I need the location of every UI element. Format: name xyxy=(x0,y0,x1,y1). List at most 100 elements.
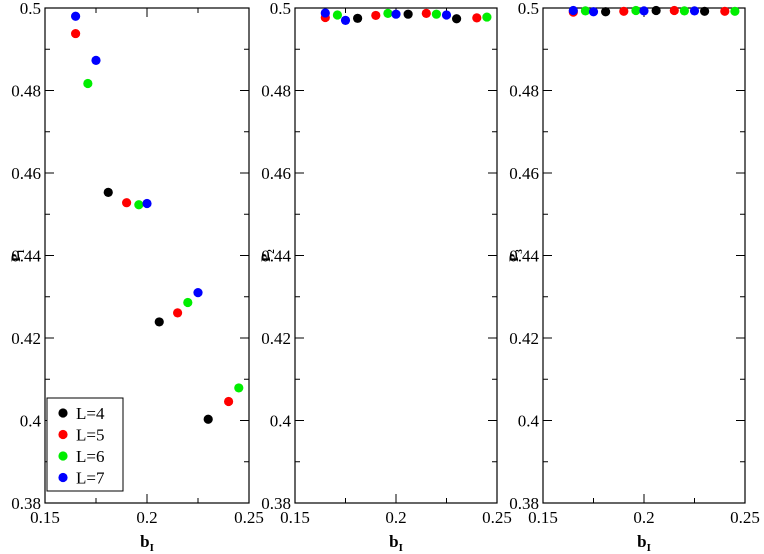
y-tick-label: 0.5 xyxy=(518,0,539,18)
y-axis-label: P3 xyxy=(506,249,524,262)
panel-2: 0.38 0.4 0.42 0.44 0.46 0.48 0.5 0.15 0.2 0.25 bI P… xyxy=(258,0,512,554)
panel-1: 0.38 0.4 0.42 0.44 0.46 0.48 0.5 0.15 0.2 0.25 bI P… xyxy=(8,0,264,554)
x-axis-label-subscript: I xyxy=(647,542,651,554)
data-point-series-1-2 xyxy=(403,9,413,19)
x-axis-label-main: b xyxy=(140,532,149,551)
legend-marker-4 xyxy=(58,472,68,483)
y-tick-label: 0.4 xyxy=(20,412,42,431)
legend-marker-1 xyxy=(58,408,68,418)
y-tick-label: 0.5 xyxy=(270,0,291,18)
legend-label-3: L=6 xyxy=(76,447,104,466)
y-tick-label: 0.5 xyxy=(20,0,41,18)
x-axis-label: bI xyxy=(389,532,403,554)
data-point-series-1-2 xyxy=(154,317,164,327)
y-tick-label: 0.46 xyxy=(11,164,41,183)
x-axis-label: bI xyxy=(637,532,651,554)
legend-label-1: L=4 xyxy=(76,404,105,423)
data-point-series-3-4 xyxy=(482,12,492,22)
data-point-series-3-2 xyxy=(631,5,641,16)
data-point-series-1-1 xyxy=(103,187,113,197)
data-point-series-3-1 xyxy=(332,10,343,20)
legend-marker-3 xyxy=(58,451,68,461)
data-point-series-1-3 xyxy=(452,14,462,24)
data-point-series-1-1 xyxy=(353,13,363,23)
x-tick-label: 0.2 xyxy=(385,508,406,527)
data-point-series-1-2 xyxy=(651,5,661,16)
y-tick-label: 0.44 xyxy=(11,247,41,266)
y-tick-label: 0.44 xyxy=(261,247,291,266)
data-point-series-2-3 xyxy=(421,8,431,18)
data-point-series-3-3 xyxy=(679,6,690,16)
data-point-series-4-1 xyxy=(71,11,81,21)
y-tick-label: 0.44 xyxy=(509,247,539,266)
data-point-series-2-2 xyxy=(619,6,629,16)
y-axis-label-subscript: 1 xyxy=(16,249,26,254)
y-tick-label: 0.38 xyxy=(509,494,539,513)
data-point-series-3-4 xyxy=(730,6,740,16)
x-tick-label: 0.25 xyxy=(730,508,760,527)
data-point-series-4-3 xyxy=(142,198,152,209)
data-point-series-1-1 xyxy=(601,7,611,17)
y-tick-label: 0.38 xyxy=(11,494,41,513)
x-tick-label: 0.15 xyxy=(280,508,310,527)
data-point-series-4-3 xyxy=(639,6,649,16)
y-tick-label: 0.4 xyxy=(518,412,540,431)
y-tick-label: 0.42 xyxy=(261,329,291,348)
x-tick-label: 0.25 xyxy=(234,508,264,527)
x-axis-label: bI xyxy=(140,532,154,554)
data-point-series-2-1 xyxy=(71,28,81,39)
y-tick-label: 0.38 xyxy=(261,494,291,513)
legend-label-4: L=7 xyxy=(76,469,105,488)
y-axis-label-subscript: 3 xyxy=(514,249,524,254)
y-tick-label: 0.4 xyxy=(270,412,292,431)
legend-marker-2 xyxy=(58,429,68,440)
data-point-series-3-1 xyxy=(83,78,93,89)
legend: L=4 L=5 L=6 L=7 xyxy=(46,397,124,492)
data-point-series-4-1 xyxy=(568,5,578,16)
x-axis-label-subscript: I xyxy=(150,542,154,554)
x-tick-label: 0.2 xyxy=(136,508,157,527)
y-axis-label-main: P xyxy=(8,254,23,262)
x-tick-label: 0.15 xyxy=(30,508,60,527)
data-point-series-4-1 xyxy=(320,8,330,18)
data-point-series-3-2 xyxy=(383,8,393,18)
data-point-series-3-2 xyxy=(134,200,144,210)
x-tick-label: 0.15 xyxy=(528,508,558,527)
data-point-series-4-4 xyxy=(193,288,203,298)
data-point-series-3-4 xyxy=(234,383,244,393)
data-point-series-4-2 xyxy=(340,15,351,25)
legend-label-2: L=5 xyxy=(76,426,104,445)
y-tick-label: 0.48 xyxy=(11,82,41,101)
y-axis-label: P1 xyxy=(8,249,26,262)
data-point-series-3-3 xyxy=(431,9,441,19)
data-point-series-4-4 xyxy=(441,10,452,20)
y-axis-label-main: P xyxy=(258,254,273,262)
data-point-series-1-3 xyxy=(203,414,213,424)
data-point-series-4-2 xyxy=(91,55,101,65)
y-tick-label: 0.42 xyxy=(11,329,41,348)
x-tick-label: 0.2 xyxy=(633,508,654,527)
y-axis-label-subscript: 2 xyxy=(266,249,276,254)
data-point-series-2-4 xyxy=(720,6,730,16)
x-tick-label: 0.25 xyxy=(482,508,512,527)
data-point-series-1-3 xyxy=(700,6,710,16)
y-tick-label: 0.46 xyxy=(509,164,539,183)
data-point-series-3-1 xyxy=(580,6,591,16)
x-axis-label-subscript: I xyxy=(399,542,403,554)
data-point-series-4-3 xyxy=(391,9,401,19)
data-point-series-2-4 xyxy=(224,396,234,407)
data-point-series-2-4 xyxy=(472,13,482,23)
y-tick-label: 0.48 xyxy=(509,82,539,101)
x-axis-label-main: b xyxy=(637,532,646,551)
panel-3: 0.38 0.4 0.42 0.44 0.46 0.48 0.5 0.15 0.2 0.25 bI P… xyxy=(506,0,760,554)
data-point-series-3-3 xyxy=(183,297,193,308)
data-point-series-2-3 xyxy=(669,5,679,16)
y-tick-label: 0.42 xyxy=(509,329,539,348)
data-point-series-2-3 xyxy=(173,308,183,318)
y-axis-label-main: P xyxy=(506,254,521,262)
x-axis-label-main: b xyxy=(389,532,398,551)
y-tick-label: 0.46 xyxy=(261,164,291,183)
data-point-series-4-4 xyxy=(689,6,700,16)
data-point-series-2-2 xyxy=(122,198,132,208)
